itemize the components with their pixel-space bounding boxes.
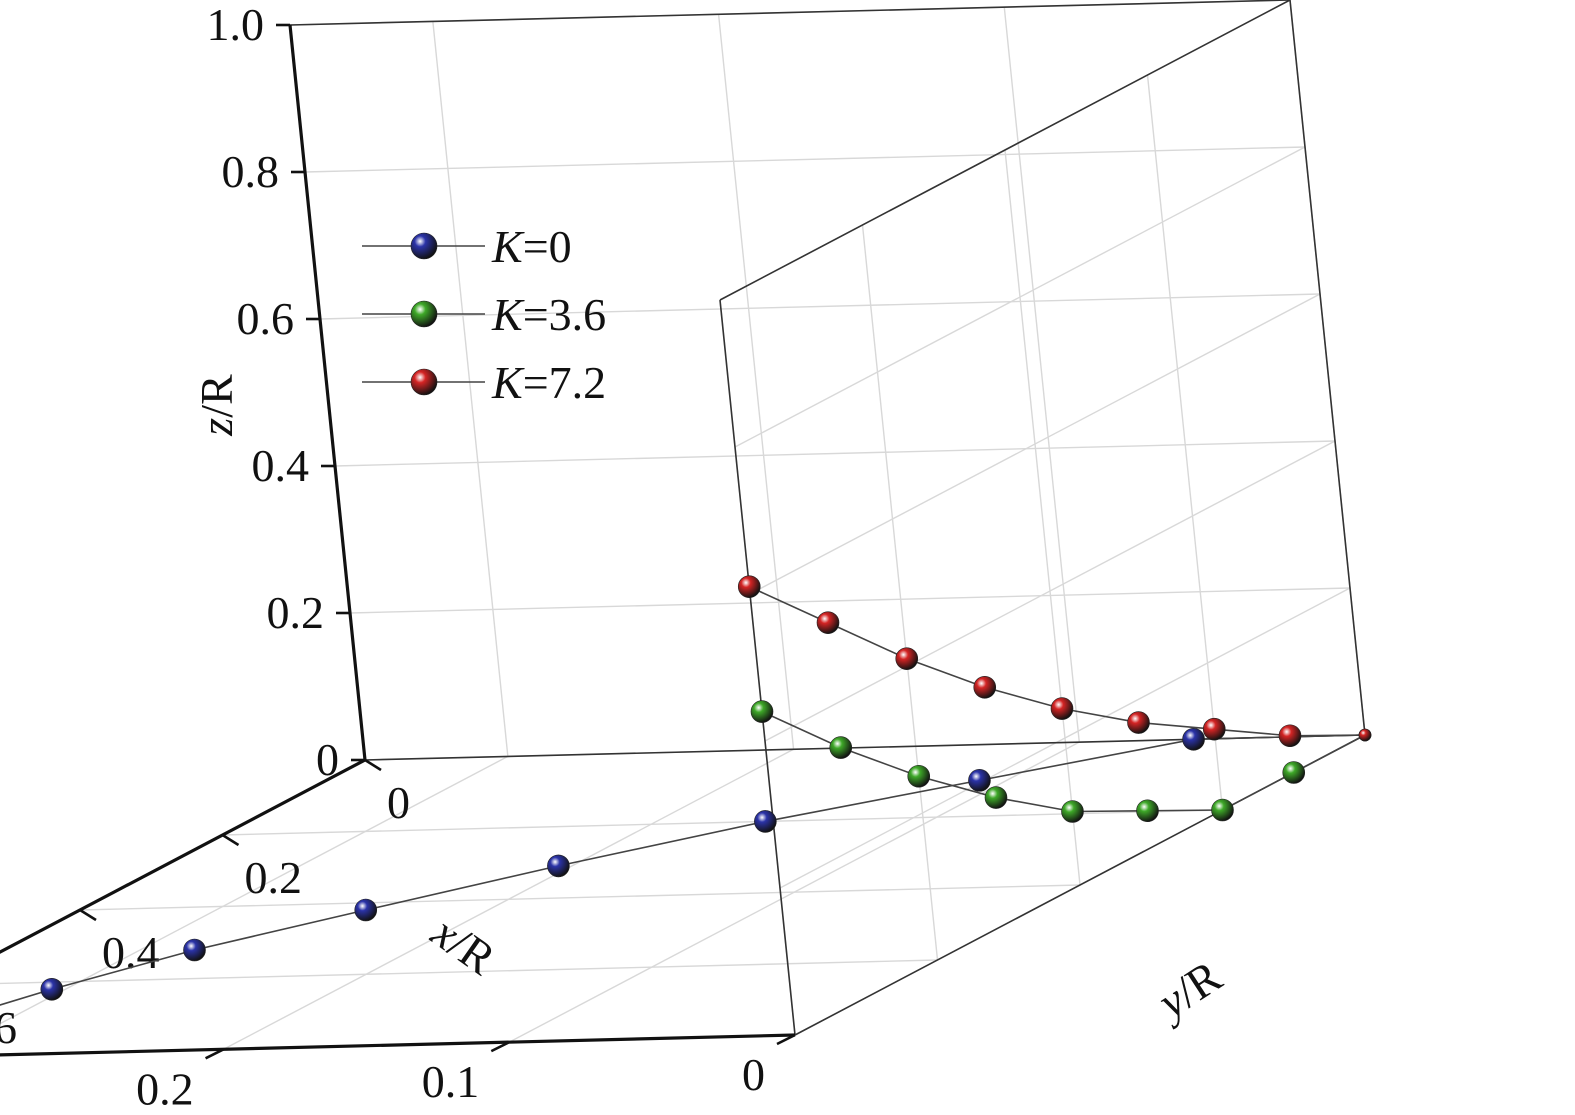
- data-point: [1182, 727, 1205, 751]
- data-point: [1136, 799, 1159, 823]
- grid-line-y-floor: [0, 959, 938, 985]
- z-tick-label: 0.8: [222, 146, 280, 197]
- tick-labels: 00.20.40.60.81.000.10.20.300.20.40.60.8: [0, 0, 796, 1114]
- grid-lines: [0, 0, 1366, 1056]
- grid-line-y-floor: [222, 809, 1223, 836]
- legend-entry: K=3.6: [362, 289, 606, 340]
- legend-label: K=3.6: [491, 289, 606, 340]
- y-tick-label: 0.4: [102, 927, 160, 978]
- z-axis-title-variable: z: [191, 418, 242, 437]
- box-edge: [289, 0, 1291, 26]
- grid-line-x-vertical: [1003, 7, 1080, 743]
- y-axis-title: y/R: [1146, 950, 1231, 1030]
- legend-label: K=0: [491, 221, 572, 272]
- grid-line-x-vertical: [717, 14, 795, 750]
- data-point: [1358, 728, 1372, 742]
- legend-label: K=7.2: [491, 357, 606, 408]
- grid-line-x-floor: [0, 755, 509, 1025]
- data-point: [40, 977, 64, 1001]
- y-tick-label: 0.6: [0, 1002, 17, 1053]
- data-point: [984, 786, 1008, 809]
- legend-entry: K=7.2: [362, 357, 606, 408]
- data-point: [1211, 798, 1234, 822]
- y-tick-label: 0: [387, 777, 410, 828]
- data-point: [754, 810, 777, 833]
- data-point: [1061, 800, 1084, 823]
- z-tick-label: 0: [316, 734, 339, 785]
- z-tick-label: 0.4: [252, 440, 310, 491]
- grid-line-xz: [334, 440, 1336, 467]
- z-tick-label: 0.6: [237, 293, 295, 344]
- legend-label-variable: K: [491, 357, 525, 408]
- legend-label-value: =7.2: [523, 357, 606, 408]
- x-tick-mark: [204, 1048, 225, 1060]
- y-tick-mark: [364, 758, 382, 772]
- box-edge: [719, 299, 796, 1036]
- series-0: [0, 727, 1372, 1006]
- data-point: [1127, 711, 1150, 734]
- y-tick-label: 0.2: [245, 852, 303, 903]
- grid-line-y-vertical: [1004, 149, 1081, 886]
- data-point: [737, 575, 761, 598]
- data-point: [829, 736, 853, 759]
- z-tick-label: 0.2: [267, 587, 325, 638]
- box-edge: [1289, 0, 1366, 736]
- grid-line-x-vertical: [432, 21, 509, 757]
- legend-label-variable: K: [491, 289, 525, 340]
- grid-line-xz: [319, 293, 1321, 320]
- axis-titles: z/Rx/Ry/R: [191, 374, 1230, 1030]
- legend-marker: [410, 232, 438, 260]
- legend-marker: [410, 300, 438, 328]
- data-point: [907, 764, 931, 788]
- data-point: [816, 611, 840, 634]
- data-point: [1202, 717, 1226, 741]
- grid-line-xz: [349, 587, 1351, 614]
- y-tick-mark: [221, 833, 240, 847]
- z-axis-title-unit: /R: [191, 374, 242, 418]
- legend-label-value: =3.6: [523, 289, 606, 340]
- legend-label-variable: K: [491, 221, 525, 272]
- data-point: [895, 647, 919, 670]
- legend-label-value: =0: [523, 221, 572, 272]
- x-tick-mark: [776, 1033, 796, 1046]
- legend: K=0K=3.6K=7.2: [362, 221, 606, 408]
- z-tick-label: 1.0: [207, 0, 265, 50]
- grid-line-y-vertical: [861, 224, 939, 961]
- data-point: [183, 938, 206, 962]
- y-axis-line: [0, 1033, 796, 1057]
- x-tick-label: 0: [742, 1049, 765, 1100]
- z-axis-title: z/R: [191, 374, 242, 437]
- data-point: [750, 700, 774, 723]
- data-point: [1282, 761, 1306, 784]
- y-tick-mark: [79, 908, 97, 922]
- x-tick-mark: [490, 1040, 510, 1053]
- x-tick-label: 0.2: [136, 1063, 194, 1114]
- z-axis-line: [288, 24, 367, 761]
- grid-line-y-floor: [79, 884, 1081, 911]
- grid-line-xz: [304, 146, 1306, 173]
- data-point: [968, 769, 991, 792]
- axes: [0, 0, 1366, 1057]
- legend-entry: K=0: [362, 221, 572, 272]
- grid-line-y-vertical: [1146, 74, 1224, 811]
- data-point: [1050, 697, 1074, 720]
- data-point: [1278, 724, 1302, 748]
- series-1: [750, 700, 1372, 823]
- x-tick-label: 0.1: [422, 1056, 480, 1107]
- series: [0, 575, 1372, 1006]
- box-edge: [719, 0, 1291, 301]
- data-point: [547, 854, 570, 878]
- x-axis-line: [0, 758, 366, 954]
- data-point: [973, 675, 997, 699]
- legend-marker: [410, 368, 438, 396]
- data-point: [354, 898, 378, 922]
- series-2: [737, 575, 1372, 748]
